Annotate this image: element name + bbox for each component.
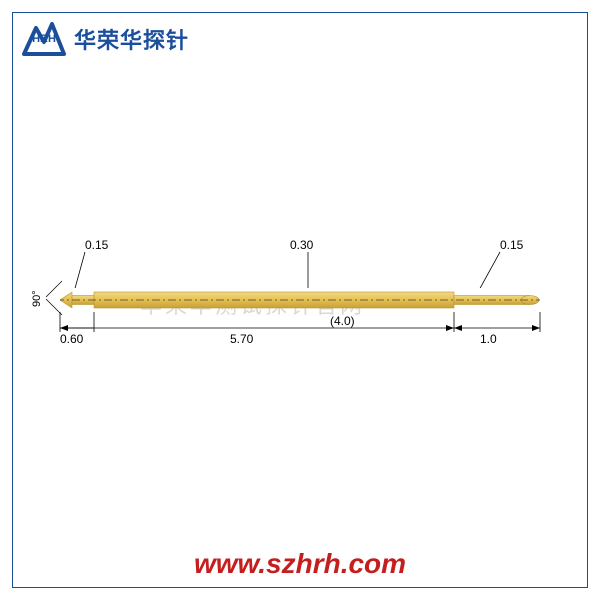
dim-total: 5.70 — [230, 332, 253, 346]
dim-paren: (4.0) — [330, 314, 355, 328]
dim-tip-width: 0.60 — [60, 332, 83, 346]
angle-text: 90° — [32, 290, 43, 307]
logo-acronym: HRH — [32, 33, 56, 45]
logo-icon: HRH — [20, 20, 68, 58]
leader-lines-top — [60, 238, 540, 288]
angle-label-group: 90° — [32, 275, 72, 325]
company-url: www.szhrh.com — [0, 548, 600, 580]
technical-drawing: 0.15 0.30 0.15 — [60, 250, 540, 350]
logo-text: 华荣华探针 — [74, 23, 189, 55]
logo: HRH 华荣华探针 — [20, 20, 189, 58]
pin-body — [60, 290, 540, 310]
dim-lines-bottom — [56, 312, 544, 352]
dim-right-bottom: 1.0 — [480, 332, 497, 346]
